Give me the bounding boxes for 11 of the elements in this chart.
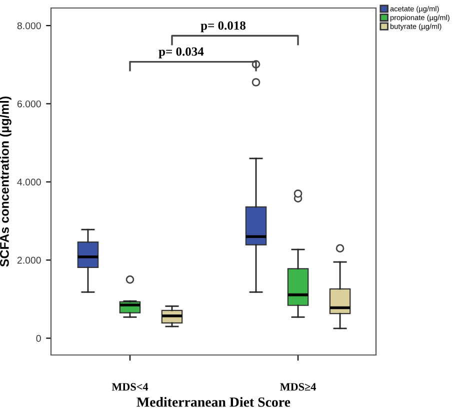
annotation: p= 0.034 [158, 47, 204, 58]
annotation: p= 0.018 [200, 21, 246, 32]
y-tick-label: 6.000 [17, 100, 41, 108]
y-tick-label: 0 [36, 334, 41, 342]
x-tick-label: MDS≥4 [280, 383, 316, 391]
x-tick-label: MDS<4 [112, 383, 148, 391]
x-axis-title: Mediterranean Diet Score [136, 397, 290, 407]
y-tick-label: 2.000 [17, 256, 41, 264]
y-tick-label: 8.000 [17, 22, 41, 30]
y-axis-title: SCFAs concentration (µg/ml) [0, 96, 12, 267]
y-tick-label: 4.000 [17, 178, 41, 186]
